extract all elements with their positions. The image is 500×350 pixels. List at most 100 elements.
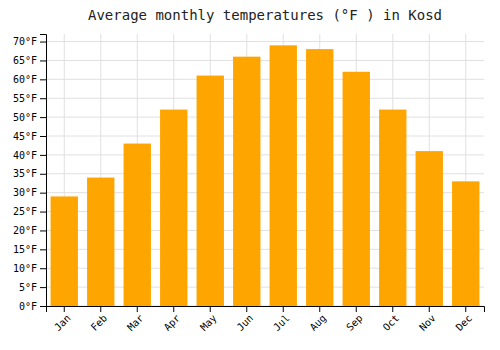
x-tick: Jan (52, 306, 73, 333)
x-tick-mark (319, 306, 320, 312)
bar (124, 144, 151, 306)
chart: 0°F 5°F 10°F 15°F 20°F 25°F 30°F 35°F 40°F 45°F 50… (0, 0, 500, 350)
y-tick-label: 65°F (13, 55, 37, 66)
y-tick: 25°F (13, 206, 46, 217)
bar (233, 57, 260, 306)
y-tick-mark (40, 155, 46, 156)
x-axis-line (47, 307, 485, 313)
x-tick: Jun (235, 306, 256, 333)
y-tick: 10°F (13, 263, 46, 274)
y-tick-mark (40, 268, 46, 269)
bar (452, 181, 479, 306)
y-tick-label: 15°F (13, 244, 37, 255)
x-tick: May (198, 306, 219, 333)
x-tick: Apr (162, 306, 183, 333)
y-tick-label: 60°F (13, 74, 37, 85)
x-tick-label: Jan (52, 312, 73, 333)
x-tick-mark (356, 306, 357, 312)
x-tick: Dec (454, 306, 475, 333)
plot: 0°F 5°F 10°F 15°F 20°F 25°F 30°F 35°F 40°F 45°F 50… (13, 34, 485, 333)
y-tick-mark (40, 79, 46, 80)
x-tick-label: Feb (89, 312, 110, 333)
bar (416, 151, 443, 306)
bar (197, 76, 224, 306)
y-tick-label: 35°F (13, 168, 37, 179)
y-tick-label: 10°F (13, 263, 37, 274)
x-tick-label: Aug (308, 312, 329, 333)
bar (87, 178, 114, 306)
y-tick: 55°F (13, 93, 46, 104)
y-tick: 20°F (13, 225, 46, 236)
x-tick-label: May (198, 312, 219, 333)
x-tick-label: Jul (271, 312, 292, 333)
y-tick: 40°F (13, 150, 46, 161)
y-tick-label: 45°F (13, 131, 37, 142)
y-grid-line (46, 117, 484, 118)
x-tick-mark (283, 306, 284, 312)
x-tick: Jul (271, 306, 292, 333)
x-tick-mark (64, 306, 65, 312)
y-tick-mark (40, 98, 46, 99)
x-tick-label: Nov (417, 312, 438, 333)
y-tick: 5°F (19, 282, 46, 293)
y-tick-label: 25°F (13, 206, 37, 217)
x-tick-mark (210, 306, 211, 312)
y-tick-mark (40, 230, 46, 231)
bar (160, 110, 187, 306)
y-tick-mark (40, 60, 46, 61)
x-tick-mark (173, 306, 174, 312)
y-tick: 35°F (13, 168, 46, 179)
y-tick: 60°F (13, 74, 46, 85)
y-tick-mark (40, 306, 46, 307)
bars (51, 45, 480, 306)
y-tick-mark (40, 212, 46, 213)
x-tick: Oct (381, 306, 402, 333)
y-tick-mark (40, 249, 46, 250)
y-tick: 30°F (13, 187, 46, 198)
x-tick: Feb (89, 306, 110, 333)
y-tick-label: 40°F (13, 150, 37, 161)
x-tick-mark (246, 306, 247, 312)
y-grid-line (46, 79, 484, 80)
x-tick-label: Dec (454, 312, 475, 333)
y-tick-mark (40, 193, 46, 194)
y-tick: 15°F (13, 244, 46, 255)
y-tick: 50°F (13, 112, 46, 123)
bar (343, 72, 370, 306)
x-tick-label: Oct (381, 312, 402, 333)
x-tick-label: Sep (344, 312, 365, 333)
x-tick: Aug (308, 306, 329, 333)
y-tick-label: 55°F (13, 93, 37, 104)
y-grid-line (46, 41, 484, 42)
y-tick-label: 20°F (13, 225, 37, 236)
x-tick: Mar (125, 306, 146, 333)
y-grid-line (46, 98, 484, 99)
x-tick-mark (100, 306, 101, 312)
x-tick-mark (392, 306, 393, 312)
x-tick: Sep (344, 306, 365, 333)
x-tick-mark (465, 306, 466, 312)
y-axis: 0°F 5°F 10°F 15°F 20°F 25°F 30°F 35°F 40°F 45°F 50… (13, 35, 47, 312)
y-axis-line (40, 35, 47, 307)
x-tick-mark (137, 306, 138, 312)
y-tick-label: 0°F (19, 301, 37, 312)
bar (306, 49, 333, 306)
x-tick: Nov (417, 306, 438, 333)
y-tick-label: 50°F (13, 112, 37, 123)
y-tick: 65°F (13, 55, 46, 66)
x-tick-label: Mar (125, 312, 146, 333)
y-tick-mark (40, 287, 46, 288)
x-tick-mark (429, 306, 430, 312)
y-tick: 0°F (19, 301, 46, 312)
y-tick-mark (40, 117, 46, 118)
title: Average monthly temperatures (°F ) in Ko… (88, 7, 442, 23)
y-tick: 45°F (13, 131, 46, 142)
y-grid-line (46, 60, 484, 61)
y-tick-mark (40, 174, 46, 175)
bar (270, 45, 297, 306)
grid (46, 34, 484, 306)
y-tick-label: 70°F (13, 36, 37, 47)
bar (379, 110, 406, 306)
y-grid-line (46, 136, 484, 137)
x-axis: Jan Feb Mar Apr May Jun Jul Aug Sep Oct Nov Dec (47, 306, 485, 333)
